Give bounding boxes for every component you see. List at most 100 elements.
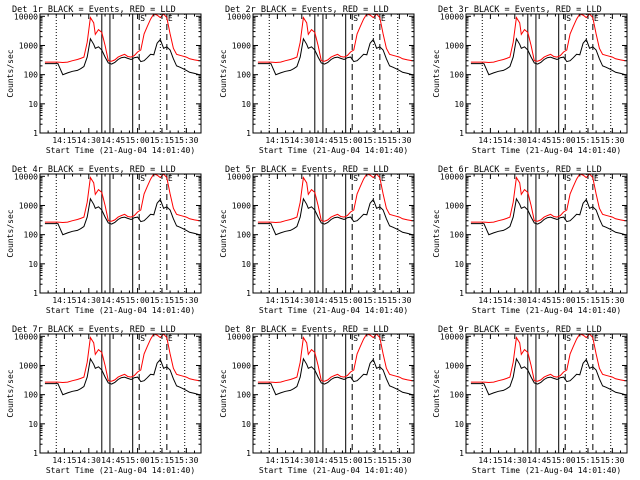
- x-axis-label: Start Time (21-Aug-04 14:01:40): [259, 466, 408, 475]
- x-tick-label: 15:30: [387, 136, 411, 145]
- y-tick-label: 10000: [14, 12, 38, 21]
- x-axis-label: Start Time (21-Aug-04 14:01:40): [472, 466, 621, 475]
- annotation-end: E: [381, 14, 386, 23]
- annotation-end: E: [381, 174, 386, 183]
- x-tick-label: 15:30: [600, 296, 624, 305]
- y-tick-label: 100: [450, 71, 465, 80]
- annotation-start: S: [353, 174, 358, 183]
- panel-title: Det 2r BLACK = Events, RED = LLD: [225, 5, 389, 15]
- y-tick-label: 100: [450, 231, 465, 240]
- annotation-start: S: [353, 334, 358, 343]
- x-axis-label: Start Time (21-Aug-04 14:01:40): [472, 306, 621, 315]
- y-tick-label: 10000: [227, 12, 251, 21]
- panel-title: Det 9r BLACK = Events, RED = LLD: [438, 325, 602, 335]
- x-tick-label: 15:00: [126, 136, 150, 145]
- x-tick-label: 15:15: [363, 136, 387, 145]
- annotation-start: S: [140, 334, 145, 343]
- x-tick-label: 14:30: [503, 296, 527, 305]
- x-tick-label: 15:00: [552, 136, 576, 145]
- y-tick-label: 1000: [19, 201, 38, 210]
- x-tick-label: 15:30: [600, 136, 624, 145]
- x-tick-label: 15:15: [150, 136, 174, 145]
- y-axis-label: Counts/sec: [219, 49, 228, 97]
- y-tick-label: 1: [246, 289, 251, 298]
- y-tick-label: 10: [28, 420, 38, 429]
- x-tick-label: 15:30: [600, 456, 624, 465]
- lld-line: [44, 173, 200, 224]
- x-tick-label: 14:30: [77, 456, 101, 465]
- x-tick-label: 14:45: [314, 456, 338, 465]
- x-tick-label: 14:15: [478, 136, 502, 145]
- y-tick-label: 1000: [232, 361, 251, 370]
- x-tick-label: 14:30: [290, 456, 314, 465]
- y-axis-label: Counts/sec: [432, 49, 441, 97]
- x-tick-label: 14:45: [101, 456, 125, 465]
- x-tick-label: 14:30: [77, 136, 101, 145]
- lld-line: [470, 13, 626, 64]
- y-tick-label: 10: [454, 260, 464, 269]
- x-tick-label: 15:00: [339, 296, 363, 305]
- x-tick-label: 14:45: [527, 136, 551, 145]
- annotation-start: S: [566, 14, 571, 23]
- x-tick-label: 14:45: [314, 136, 338, 145]
- x-tick-label: 14:45: [527, 296, 551, 305]
- x-tick-label: 15:15: [363, 296, 387, 305]
- x-tick-label: 14:45: [101, 136, 125, 145]
- y-tick-label: 10000: [227, 172, 251, 181]
- events-line: [470, 37, 626, 76]
- panel-title: Det 6r BLACK = Events, RED = LLD: [438, 165, 602, 175]
- events-line: [257, 197, 413, 236]
- x-axis-label: Start Time (21-Aug-04 14:01:40): [46, 146, 195, 155]
- annotation-end: E: [594, 14, 599, 23]
- annotation-start: S: [140, 14, 145, 23]
- lld-line: [470, 333, 626, 384]
- annotation-start: S: [140, 174, 145, 183]
- x-tick-label: 14:45: [314, 296, 338, 305]
- x-tick-label: 15:30: [174, 136, 198, 145]
- y-tick-label: 10000: [227, 332, 251, 341]
- y-tick-label: 1000: [445, 361, 464, 370]
- y-axis-label: Counts/sec: [219, 369, 228, 417]
- lld-line: [257, 13, 413, 64]
- plot-frame: [252, 333, 415, 454]
- y-tick-label: 10: [28, 100, 38, 109]
- annotation-end: E: [594, 334, 599, 343]
- lld-line: [44, 333, 200, 384]
- plot-frame: [465, 333, 628, 454]
- detector-panel-2: 1 10 100 1000 10000 14:15 14:30 14:45 15:00 15:15…: [219, 5, 415, 155]
- y-tick-label: 1: [33, 449, 38, 458]
- y-tick-label: 100: [450, 391, 465, 400]
- y-tick-label: 1: [33, 129, 38, 138]
- x-tick-label: 15:00: [339, 456, 363, 465]
- x-tick-label: 14:15: [52, 456, 76, 465]
- y-tick-label: 1000: [19, 361, 38, 370]
- events-line: [470, 357, 626, 396]
- events-line: [470, 197, 626, 236]
- x-tick-label: 15:00: [552, 456, 576, 465]
- detector-panel-4: 1 10 100 1000 10000 14:15 14:30 14:45 15:00 15:15…: [6, 165, 202, 315]
- y-tick-label: 100: [24, 71, 39, 80]
- lld-line: [470, 173, 626, 224]
- annotation-end: E: [168, 334, 173, 343]
- plot-frame: [465, 13, 628, 134]
- y-axis-label: Counts/sec: [6, 209, 15, 257]
- panel-title: Det 3r BLACK = Events, RED = LLD: [438, 5, 602, 15]
- plot-frame: [39, 333, 202, 454]
- y-tick-label: 1000: [232, 41, 251, 50]
- plot-frame: [252, 173, 415, 294]
- events-line: [257, 357, 413, 396]
- x-tick-label: 15:15: [150, 456, 174, 465]
- x-axis-label: Start Time (21-Aug-04 14:01:40): [259, 306, 408, 315]
- x-tick-label: 14:15: [265, 456, 289, 465]
- x-tick-label: 14:30: [503, 456, 527, 465]
- x-tick-label: 15:30: [174, 456, 198, 465]
- annotation-end: E: [594, 174, 599, 183]
- y-tick-label: 100: [24, 391, 39, 400]
- y-tick-label: 1: [459, 449, 464, 458]
- annotation-end: E: [168, 174, 173, 183]
- y-tick-label: 100: [24, 231, 39, 240]
- y-tick-label: 10: [454, 420, 464, 429]
- y-tick-label: 10000: [440, 12, 464, 21]
- panel-title: Det 7r BLACK = Events, RED = LLD: [12, 325, 176, 335]
- x-tick-label: 15:30: [387, 296, 411, 305]
